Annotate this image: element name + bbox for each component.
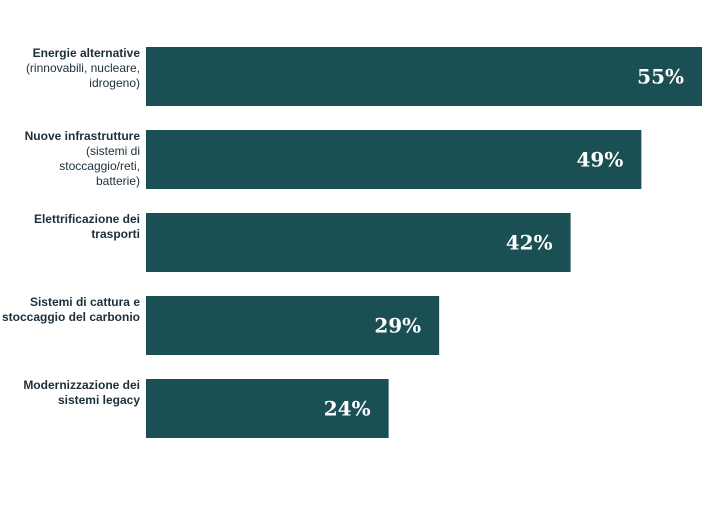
value-label-3: 29% — [374, 314, 421, 338]
value-label-4: 24% — [324, 397, 371, 421]
category-label-1: Nuove infrastrutture (sistemi di stoccaggi… — [25, 129, 141, 188]
bars-group — [146, 47, 702, 438]
value-label-2: 42% — [506, 231, 553, 255]
category-label-0: Energie alternative (rinnovabili, nuclear… — [26, 46, 140, 90]
bar-1 — [146, 130, 642, 189]
category-label-1-line-1: (sistemi di — [86, 144, 140, 158]
bar-3 — [146, 296, 440, 355]
category-label-1-line-0: Nuove infrastrutture — [25, 129, 141, 143]
category-label-2: Elettrificazione dei trasporti — [34, 212, 140, 241]
category-label-3-line-1: stoccaggio del carbonio — [2, 310, 140, 324]
bar-0 — [146, 47, 702, 106]
category-label-2-line-0: Elettrificazione dei — [34, 212, 140, 226]
value-label-0: 55% — [637, 65, 684, 89]
category-label-0-line-2: idrogeno) — [89, 76, 140, 90]
category-label-2-line-1: trasporti — [91, 227, 140, 241]
value-label-1: 49% — [577, 148, 624, 172]
value-labels-group: 55% 49% 42% 29% 24% — [324, 65, 684, 421]
category-labels-group: Energie alternative (rinnovabili, nuclear… — [2, 46, 140, 407]
category-label-3-line-0: Sistemi di cattura e — [30, 295, 140, 309]
category-label-0-line-0: Energie alternative — [33, 46, 141, 60]
category-label-1-line-2: stoccaggio/reti, — [59, 159, 140, 173]
category-label-4: Modernizzazione dei sistemi legacy — [23, 378, 140, 407]
category-label-0-line-1: (rinnovabili, nucleare, — [26, 61, 140, 75]
category-label-4-line-0: Modernizzazione dei — [23, 378, 140, 392]
category-label-4-line-1: sistemi legacy — [58, 393, 140, 407]
category-label-1-line-3: batterie) — [96, 174, 140, 188]
category-label-3: Sistemi di cattura e stoccaggio del carbo… — [2, 295, 140, 324]
bar-2 — [146, 213, 571, 272]
bar-4 — [146, 379, 389, 438]
